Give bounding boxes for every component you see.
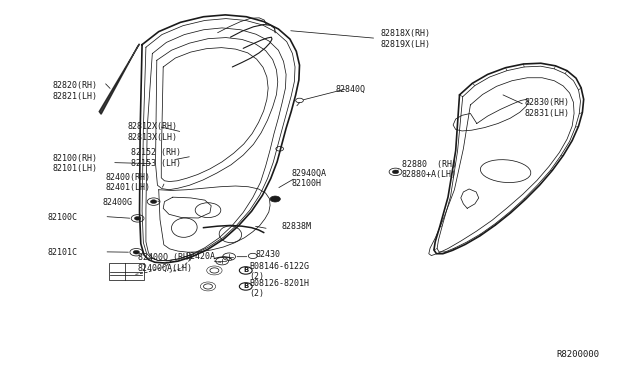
Text: 82830(RH)
82831(LH): 82830(RH) 82831(LH): [525, 98, 570, 118]
Text: 82430: 82430: [256, 250, 281, 259]
Circle shape: [133, 250, 140, 254]
Text: 82880  (RH)
82880+A(LH): 82880 (RH) 82880+A(LH): [402, 160, 457, 179]
Text: 82820(RH)
82821(LH): 82820(RH) 82821(LH): [52, 81, 97, 101]
Text: 82420A: 82420A: [186, 252, 216, 261]
Text: 82100(RH)
82101(LH): 82100(RH) 82101(LH): [52, 154, 97, 173]
Circle shape: [134, 217, 141, 220]
Text: 82818X(RH)
82819X(LH): 82818X(RH) 82819X(LH): [381, 29, 431, 49]
Text: R8200000: R8200000: [557, 350, 600, 359]
Text: 82840Q: 82840Q: [336, 85, 366, 94]
Text: 82400Q (RH)
82400QA(LH): 82400Q (RH) 82400QA(LH): [138, 253, 193, 273]
Text: B08146-6122G
(2): B08146-6122G (2): [250, 262, 310, 281]
Text: 82400G: 82400G: [102, 198, 132, 207]
Text: 82101C: 82101C: [48, 248, 78, 257]
Circle shape: [150, 200, 157, 203]
Circle shape: [270, 196, 280, 202]
Text: B: B: [243, 267, 248, 273]
Circle shape: [392, 170, 399, 174]
Text: B08126-8201H
(2): B08126-8201H (2): [250, 279, 310, 298]
Text: 82838M: 82838M: [282, 222, 312, 231]
Text: 82152 (RH)
82153 (LH): 82152 (RH) 82153 (LH): [131, 148, 181, 168]
Text: 82940QA
82100H: 82940QA 82100H: [291, 169, 326, 188]
Text: B: B: [243, 283, 248, 289]
FancyBboxPatch shape: [109, 263, 144, 280]
Text: 82812X(RH)
82813X(LH): 82812X(RH) 82813X(LH): [128, 122, 178, 142]
Polygon shape: [99, 44, 140, 114]
Text: 82400(RH)
82401(LH): 82400(RH) 82401(LH): [106, 173, 150, 192]
Text: 82100C: 82100C: [48, 213, 78, 222]
